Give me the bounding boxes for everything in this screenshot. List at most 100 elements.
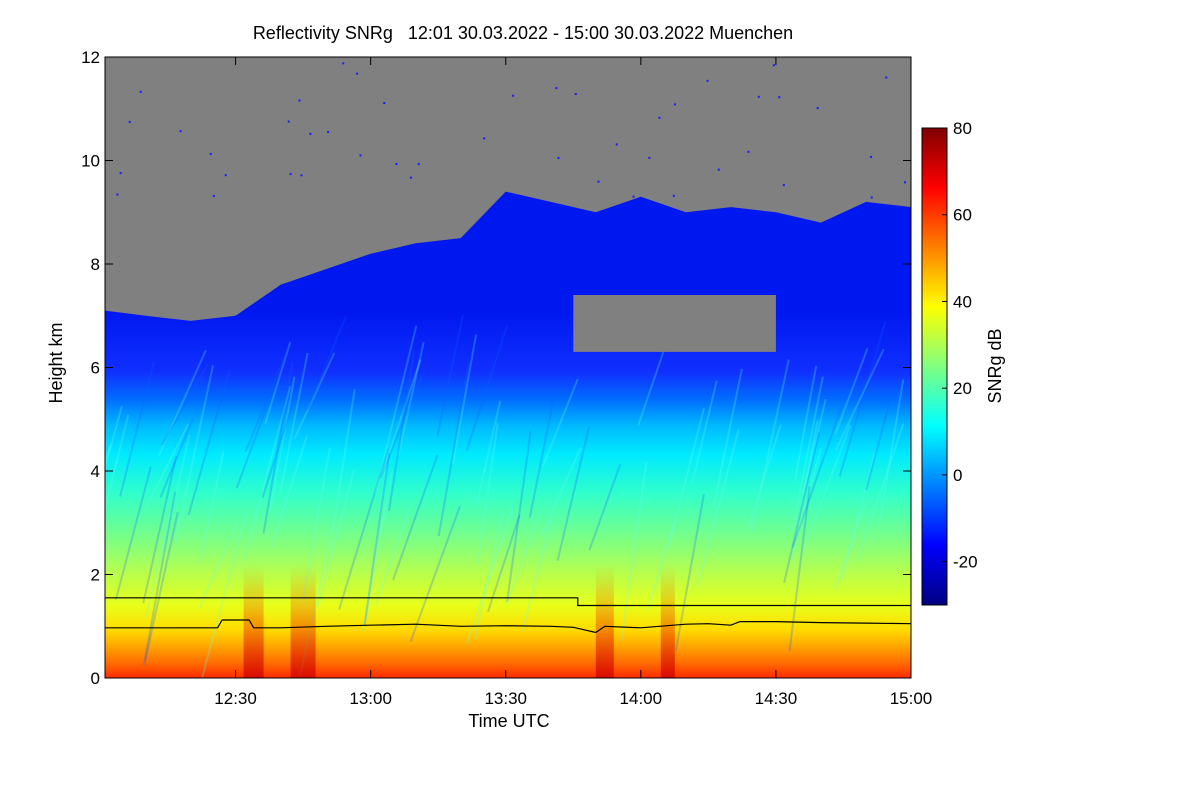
fall-streak (465, 505, 515, 645)
noise-speck (512, 94, 515, 97)
fall-streak (521, 517, 553, 633)
fall-streak (540, 447, 582, 536)
noise-speck (706, 79, 709, 82)
fall-streak (363, 452, 391, 627)
y-tick-label: 0 (91, 669, 100, 688)
noise-speck (128, 120, 131, 123)
noise-speck (139, 90, 142, 93)
fall-streak (306, 316, 347, 410)
noise-speck (309, 132, 312, 135)
noise-speck (327, 131, 330, 133)
chart-title: Reflectivity SNRg 12:01 30.03.2022 - 15:… (253, 23, 793, 43)
noise-speck (287, 120, 290, 123)
fall-streak (270, 435, 308, 548)
fall-streak (317, 469, 355, 607)
fall-streak (331, 388, 356, 532)
fall-streak (278, 352, 309, 495)
fall-streak (244, 352, 288, 453)
fall-streak (588, 464, 622, 551)
fall-streak (556, 426, 590, 561)
fall-streak (783, 432, 821, 584)
noise-speck (672, 194, 675, 197)
fall-streak (505, 510, 542, 606)
colorbar (921, 127, 948, 606)
noise-speck (885, 76, 888, 79)
fall-streak (667, 407, 705, 550)
fall-streak (142, 491, 177, 666)
fall-streak (465, 325, 509, 452)
fall-streak (157, 349, 207, 456)
noise-speck (483, 137, 486, 140)
noise-speck (342, 62, 345, 65)
noise-speck (300, 174, 303, 177)
y-tick-label: 12 (81, 48, 100, 67)
fall-streak (746, 424, 782, 531)
fall-streak (750, 359, 790, 532)
fall-streak (174, 365, 214, 544)
fall-streak (105, 405, 123, 472)
fall-streak (802, 398, 827, 494)
noise-speck (782, 184, 785, 187)
fall-streak (374, 502, 413, 606)
noise-speck (383, 102, 386, 104)
noise-speck (119, 172, 122, 175)
fall-streak (712, 368, 743, 508)
noise-specks (116, 62, 906, 199)
fall-streak (436, 314, 464, 437)
hot-spot (660, 564, 675, 678)
y-tick-label: 10 (81, 152, 100, 171)
fall-streak (834, 347, 869, 436)
hot-spot (290, 564, 316, 678)
colorbar-tick-label: 60 (953, 206, 972, 225)
fall-streak (200, 511, 248, 678)
fall-streak (197, 522, 239, 610)
fall-streak (865, 387, 895, 491)
noise-speck (555, 87, 558, 90)
colorbar-tick-label: -20 (953, 553, 978, 572)
noise-speck (904, 181, 906, 184)
noise-speck (772, 64, 775, 67)
colorbar-tick-label: 0 (953, 466, 962, 485)
noise-speck (574, 93, 577, 95)
x-tick-label: 12:30 (214, 689, 257, 708)
fall-streak (838, 321, 887, 477)
fall-streak (199, 450, 225, 564)
fall-streak (791, 403, 844, 548)
fall-streak (791, 376, 824, 532)
fall-streak (877, 379, 905, 528)
fall-streak (361, 472, 393, 633)
fall-streak (338, 447, 390, 610)
x-tick-label: 13:30 (484, 689, 527, 708)
fall-streak (374, 325, 418, 494)
fall-streak (235, 407, 268, 489)
fall-streak (144, 512, 179, 661)
fall-streak (793, 365, 818, 482)
hot-spot (243, 564, 264, 678)
noise-speck (417, 163, 420, 166)
noise-speck (597, 180, 600, 183)
fall-streak (262, 361, 294, 534)
y-axis: 0 2 4 6 8 10 12 (81, 48, 911, 688)
fall-streak (475, 400, 502, 504)
x-tick-label: 14:00 (620, 689, 663, 708)
noise-speck (359, 154, 362, 157)
noise-speck (648, 156, 651, 159)
colorbar-tick-label: 20 (953, 379, 972, 398)
fall-streak (376, 359, 422, 490)
hot-spot (595, 564, 614, 678)
fall-streak (620, 461, 648, 642)
fall-streak (792, 447, 822, 551)
fall-streak (145, 507, 173, 618)
noise-speck (778, 96, 781, 99)
gap-region (573, 295, 776, 352)
fall-streak (365, 446, 390, 621)
noise-speck (747, 150, 750, 153)
fall-streak (437, 362, 470, 537)
fall-streak (541, 378, 579, 467)
y-tick-label: 2 (91, 566, 100, 585)
series-line-1 (105, 597, 911, 607)
fall-streak (397, 342, 425, 456)
fall-streak (840, 451, 876, 582)
fall-streak (803, 424, 852, 549)
fall-streak (261, 403, 294, 498)
